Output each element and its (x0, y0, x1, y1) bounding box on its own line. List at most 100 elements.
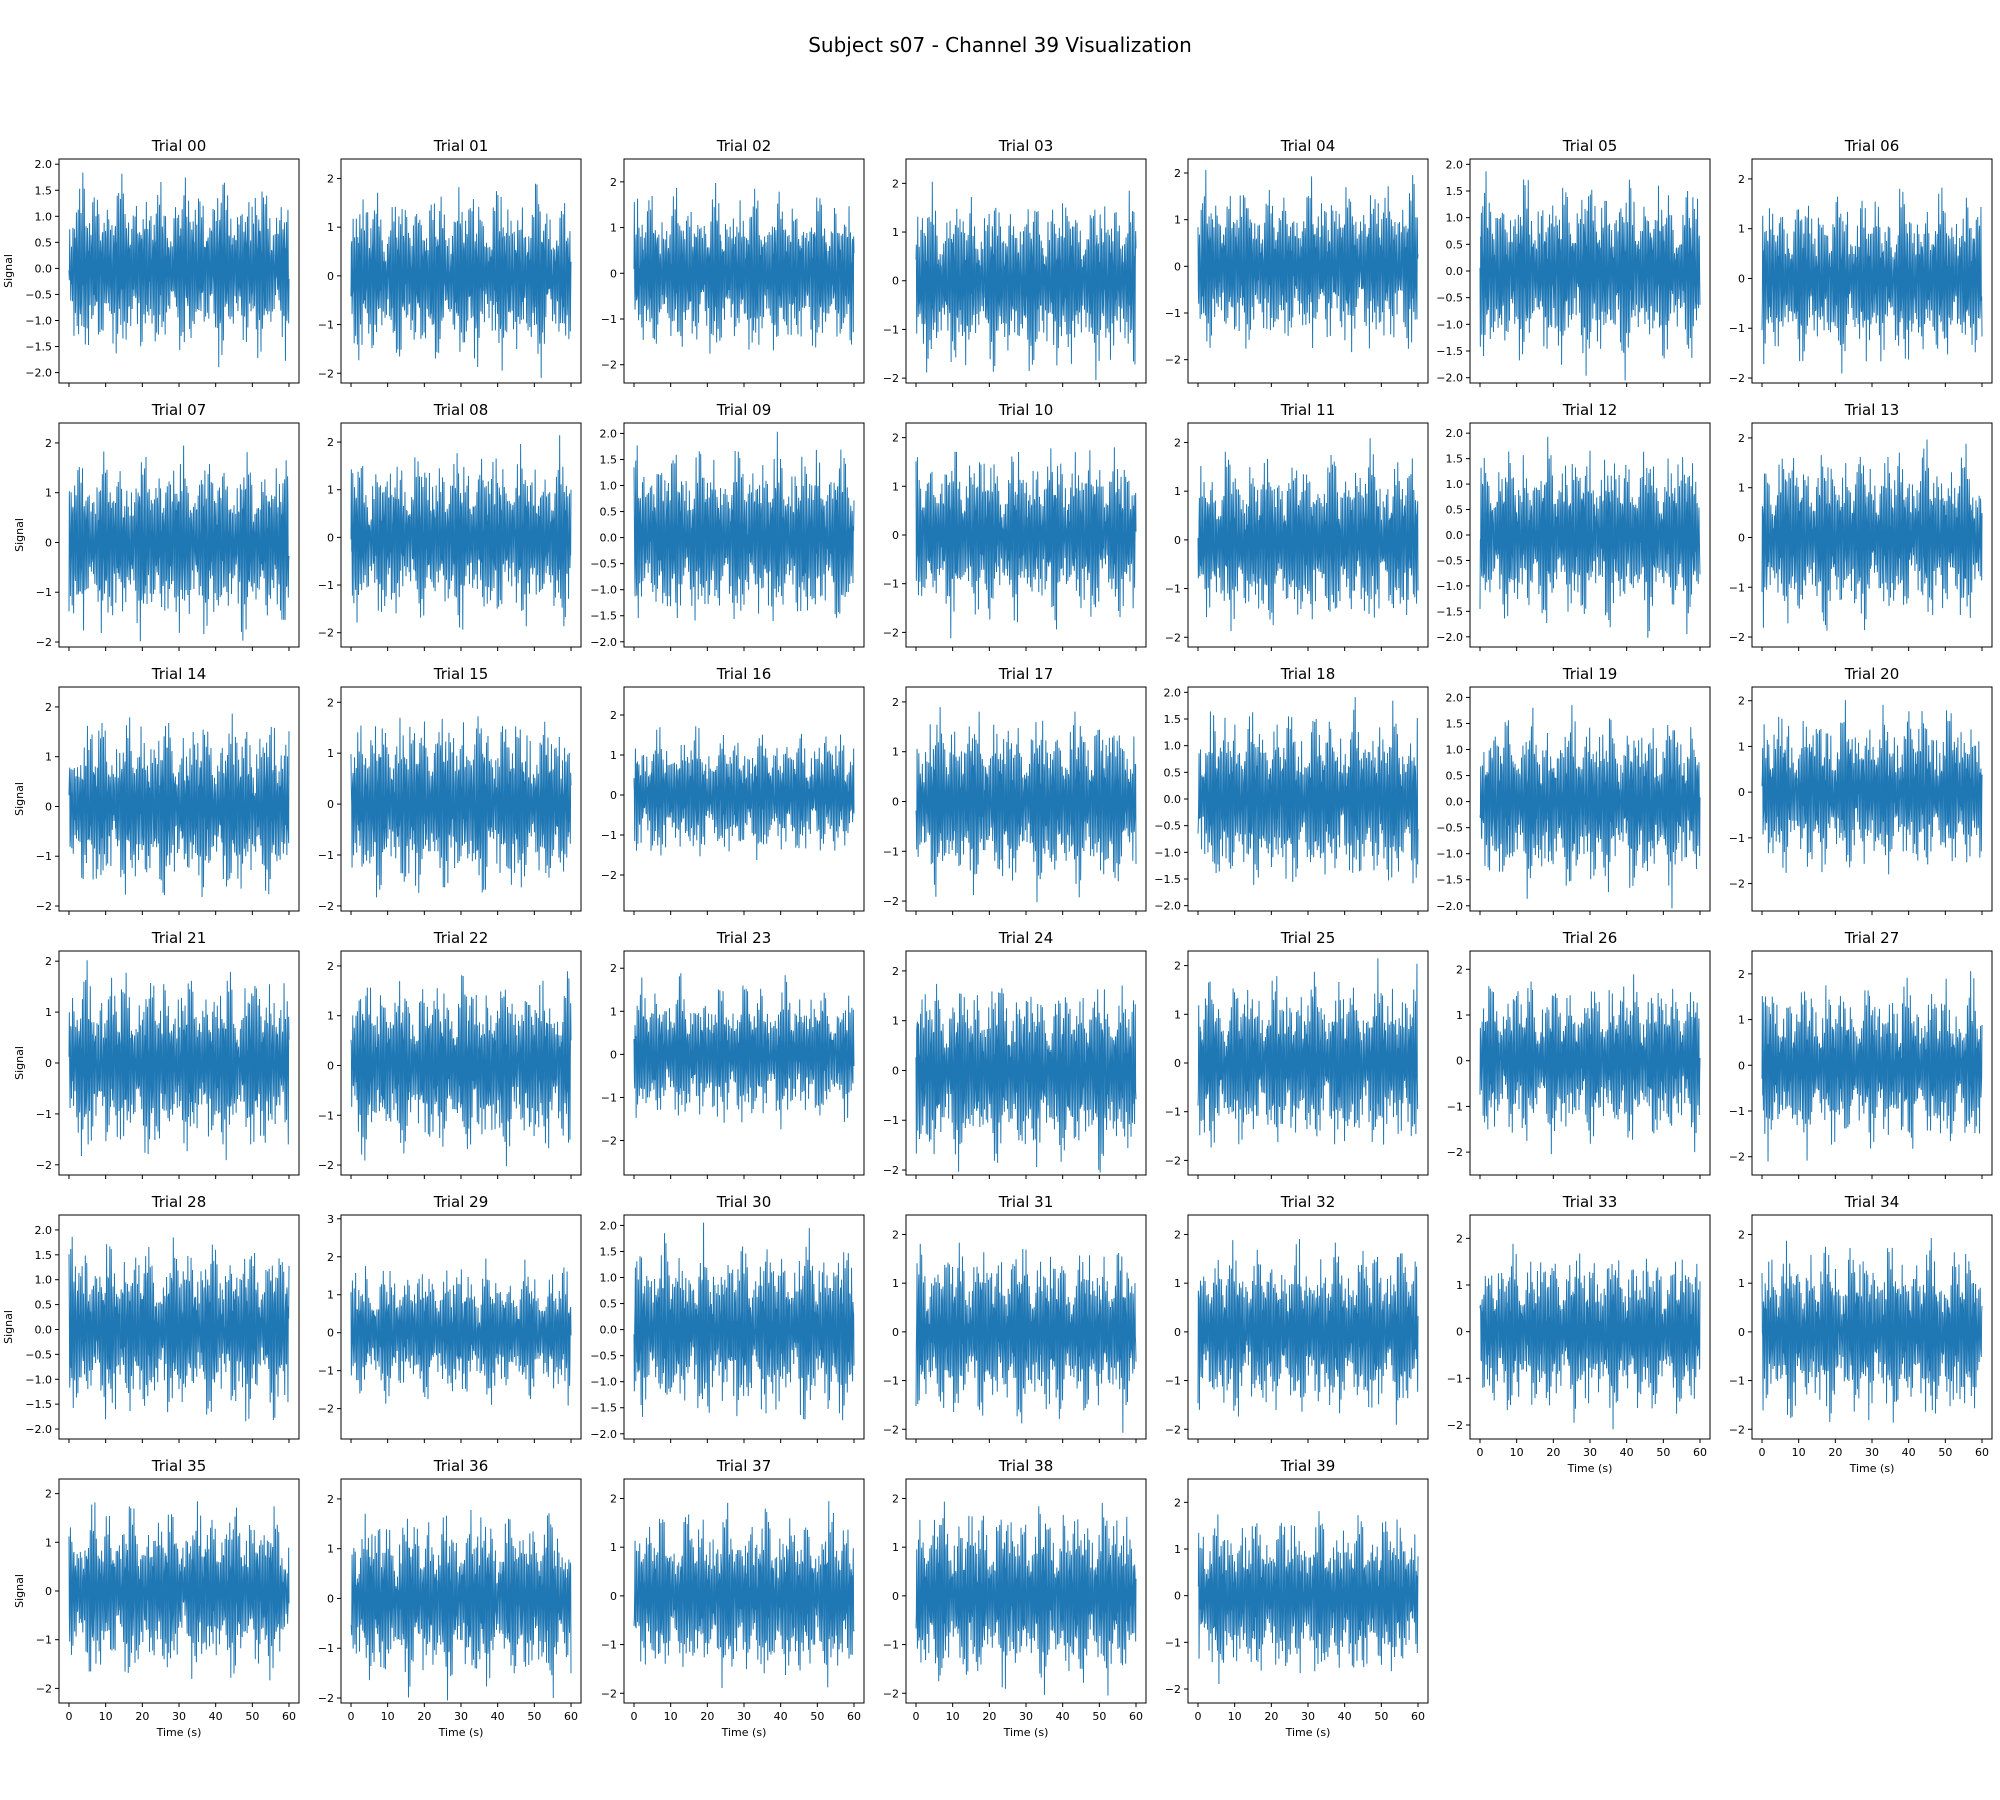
y-tick-label: 2 (610, 962, 617, 975)
y-tick-label: −1.5 (25, 1398, 52, 1411)
y-tick-label: −2.0 (1154, 900, 1181, 913)
y-tick-label: 2 (1174, 960, 1181, 973)
x-tick-label: 0 (913, 1710, 920, 1723)
y-tick-label: −1 (1447, 1372, 1463, 1385)
subplot-trial-05: Trial 05 2.0 1.5 1.0 0.5 0.0 −0.5 −1.0 −1.5 −2.0 (1436, 137, 1711, 387)
y-tick-label: 1 (1174, 1277, 1181, 1290)
y-tick-label: 1 (610, 222, 617, 235)
x-tick-label: 20 (982, 1710, 996, 1723)
y-tick-label: −2.0 (1436, 372, 1463, 385)
subplot-title: Trial 29 (433, 1193, 489, 1211)
y-tick-label: −1.0 (1436, 580, 1463, 593)
y-tick-label: −2.0 (25, 1423, 52, 1436)
y-tick-label: 1 (1174, 1008, 1181, 1021)
y-tick-label: 0.0 (1446, 265, 1464, 278)
subplot-trial-27: Trial 27 2 1 0 −1 −2 (1729, 929, 1993, 1179)
y-tick-label: −2 (1165, 1154, 1181, 1167)
signal-line (633, 726, 855, 861)
subplot-title: Trial 11 (1280, 401, 1336, 419)
subplot-trial-20: Trial 20 2 1 0 −1 −2 (1729, 665, 1993, 915)
subplot-trial-04: Trial 04 2 1 0 −1 −2 (1165, 137, 1429, 387)
signal-line (1761, 700, 1983, 875)
subplot-title: Trial 18 (1280, 665, 1336, 683)
y-tick-label: 2 (1174, 1496, 1181, 1509)
x-tick-label: 60 (1975, 1446, 1989, 1459)
signal-line (68, 960, 290, 1161)
y-tick-label: 0 (1456, 1055, 1463, 1068)
y-tick-label: −1.0 (1436, 318, 1463, 331)
y-tick-label: 0 (1738, 272, 1745, 285)
y-tick-label: 0 (892, 795, 899, 808)
subplot-title: Trial 30 (716, 1193, 772, 1211)
subplot-title: Trial 35 (151, 1457, 207, 1475)
subplot-title: Trial 12 (1562, 401, 1618, 419)
y-tick-label: 1 (1738, 740, 1745, 753)
y-tick-label: 2 (1738, 1228, 1745, 1241)
subplot-grid: Trial 00 2.0 1.5 1.0 0.5 0.0 −0.5 −1.0 −1.5 −2.0 S… (2, 137, 1993, 1739)
x-tick-label: 50 (1374, 1710, 1388, 1723)
y-tick-label: 2 (1174, 167, 1181, 180)
signal-line (915, 707, 1137, 903)
y-tick-label: 2 (892, 177, 899, 190)
x-tick-label: 60 (1129, 1710, 1143, 1723)
signal-line (1479, 705, 1701, 909)
signal-line (915, 1501, 1137, 1696)
x-tick-label: 50 (1938, 1446, 1952, 1459)
y-tick-label: −2 (1165, 1423, 1181, 1436)
signal-line (633, 182, 855, 354)
y-tick-label: −2 (36, 900, 52, 913)
y-tick-label: −2 (318, 367, 334, 380)
signal-line (915, 447, 1137, 639)
y-tick-label: 0 (45, 800, 52, 813)
signal-line (633, 973, 855, 1130)
x-tick-label: 0 (1477, 1446, 1484, 1459)
signal-line (1479, 171, 1701, 381)
y-tick-label: 0.5 (1446, 238, 1464, 251)
y-tick-label: −1 (883, 1114, 899, 1127)
signal-line (1197, 1511, 1419, 1684)
y-tick-label: −2 (883, 372, 899, 385)
y-tick-label: 0 (892, 275, 899, 288)
y-tick-label: −1 (883, 1639, 899, 1652)
subplot-trial-13: Trial 13 2 1 0 −1 −2 (1729, 401, 1993, 651)
signal-line (633, 431, 855, 621)
x-tick-label: 30 (172, 1710, 186, 1723)
y-tick-label: −2 (1165, 631, 1181, 644)
y-tick-label: 0 (892, 1326, 899, 1339)
y-axis-label: Signal (13, 1046, 26, 1080)
y-tick-label: 1 (892, 746, 899, 759)
y-tick-label: −1 (318, 849, 334, 862)
y-tick-label: −2 (883, 1423, 899, 1436)
y-tick-label: 1.0 (1446, 212, 1464, 225)
y-tick-label: 1 (1738, 1014, 1745, 1027)
y-tick-label: −1 (883, 578, 899, 591)
y-tick-label: 0.0 (1446, 529, 1464, 542)
x-tick-label: 10 (99, 1710, 113, 1723)
subplot-trial-17: Trial 17 2 1 0 −1 −2 (883, 665, 1147, 915)
subplot-title: Trial 22 (433, 929, 489, 947)
y-tick-label: −2 (601, 1687, 617, 1700)
subplot-trial-10: Trial 10 2 1 0 −1 −2 (883, 401, 1147, 651)
y-tick-label: −1 (1165, 1375, 1181, 1388)
signal-line (1479, 436, 1701, 638)
x-tick-label: 0 (631, 1710, 638, 1723)
y-tick-label: 2 (892, 1492, 899, 1505)
y-tick-label: −1.5 (1154, 873, 1181, 886)
y-tick-label: 2 (892, 965, 899, 978)
y-tick-label: 2 (1456, 963, 1463, 976)
y-tick-label: 2 (45, 701, 52, 714)
x-axis-label: Time (s) (1849, 1462, 1895, 1475)
x-tick-label: 40 (1338, 1710, 1352, 1723)
subplot-trial-18: Trial 18 2.0 1.5 1.0 0.5 0.0 −0.5 −1.0 −1.5 −2.0 (1154, 665, 1429, 915)
x-tick-label: 40 (1902, 1446, 1916, 1459)
x-tick-label: 60 (564, 1710, 578, 1723)
subplot-trial-31: Trial 31 2 1 0 −1 −2 (883, 1193, 1147, 1443)
signal-line (1479, 1243, 1701, 1430)
y-tick-label: 2 (327, 960, 334, 973)
subplot-trial-02: Trial 02 2 1 0 −1 −2 (601, 137, 865, 387)
subplot-title: Trial 16 (716, 665, 772, 683)
y-tick-label: 1.0 (600, 480, 618, 493)
y-axis-label: Signal (2, 254, 15, 288)
subplot-trial-22: Trial 22 2 1 0 −1 −2 (318, 929, 582, 1179)
